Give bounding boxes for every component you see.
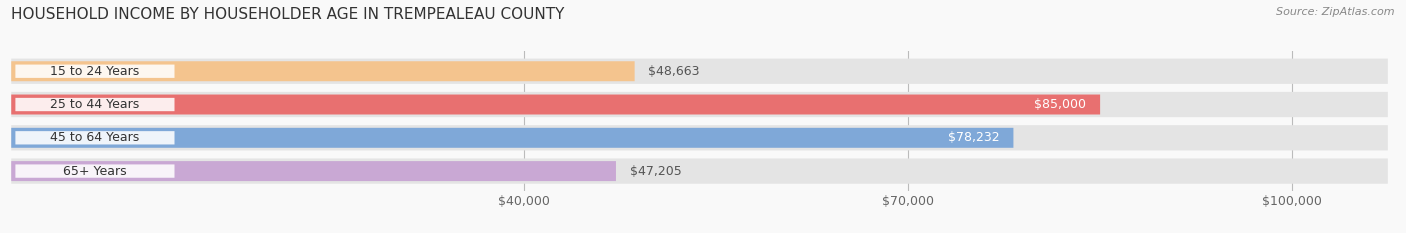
FancyBboxPatch shape bbox=[11, 61, 634, 81]
FancyBboxPatch shape bbox=[11, 58, 1388, 84]
FancyBboxPatch shape bbox=[15, 98, 174, 111]
Text: 25 to 44 Years: 25 to 44 Years bbox=[51, 98, 139, 111]
Text: Source: ZipAtlas.com: Source: ZipAtlas.com bbox=[1277, 7, 1395, 17]
FancyBboxPatch shape bbox=[11, 95, 1099, 114]
Text: $47,205: $47,205 bbox=[630, 164, 682, 178]
FancyBboxPatch shape bbox=[11, 158, 1388, 184]
Text: HOUSEHOLD INCOME BY HOUSEHOLDER AGE IN TREMPEALEAU COUNTY: HOUSEHOLD INCOME BY HOUSEHOLDER AGE IN T… bbox=[11, 7, 565, 22]
Text: 45 to 64 Years: 45 to 64 Years bbox=[51, 131, 139, 144]
Text: 15 to 24 Years: 15 to 24 Years bbox=[51, 65, 139, 78]
FancyBboxPatch shape bbox=[11, 128, 1014, 148]
FancyBboxPatch shape bbox=[15, 164, 174, 178]
Text: $48,663: $48,663 bbox=[648, 65, 700, 78]
Text: $78,232: $78,232 bbox=[948, 131, 1000, 144]
FancyBboxPatch shape bbox=[15, 131, 174, 144]
Text: $85,000: $85,000 bbox=[1035, 98, 1087, 111]
Text: 65+ Years: 65+ Years bbox=[63, 164, 127, 178]
FancyBboxPatch shape bbox=[11, 92, 1388, 117]
FancyBboxPatch shape bbox=[15, 65, 174, 78]
FancyBboxPatch shape bbox=[11, 125, 1388, 151]
FancyBboxPatch shape bbox=[11, 161, 616, 181]
